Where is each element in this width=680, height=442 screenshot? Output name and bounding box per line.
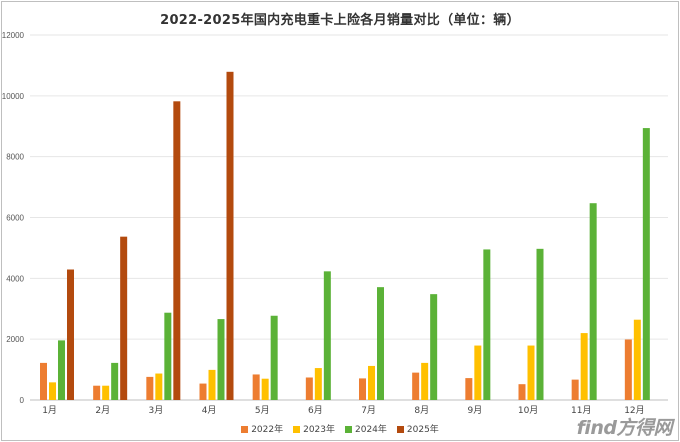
bar [633,319,641,400]
y-tick-label: 6000 [6,214,24,223]
legend-item: 2023年 [293,422,335,435]
x-tick-label: 3月 [149,405,164,416]
legend: 2022年 2023年 2024年 2025年 [0,422,680,435]
bar [571,379,579,400]
bar [359,378,366,400]
x-axis: 1月 2月 3月 4月 5月 6月 7月 8月 9月 10月 11月 12月 [42,405,644,416]
x-tick-label: 11月 [571,405,591,416]
bar [527,345,535,400]
bar [483,249,491,400]
chart-title: 2022-2025年国内充电重卡上险各月销量对比（单位：辆） [160,13,520,28]
bar [155,373,163,400]
bar [217,319,225,400]
bars [40,71,650,400]
legend-label: 2024年 [355,425,387,435]
legend-item: 2025年 [396,422,439,435]
y-tick-label: 10000 [2,92,25,101]
bar [58,340,65,400]
bar [270,315,278,400]
bar [40,362,47,400]
y-tick-label: 2000 [6,335,24,344]
legend-swatch [293,426,301,433]
legend-swatch [241,426,249,433]
bar [261,378,269,400]
watermark-logo: find方得网 [576,417,673,439]
bar [465,378,473,400]
bar [120,236,128,400]
bar [173,101,181,400]
x-tick-label: 8月 [414,405,429,416]
bar [305,377,313,400]
bar [111,362,119,400]
legend-label: 2025年 [406,425,439,435]
x-tick-label: 10月 [518,405,538,416]
legend-label: 2022年 [251,425,284,435]
bar [67,269,74,400]
bar [518,384,526,400]
bar [199,383,207,400]
y-tick-label: 4000 [6,274,24,283]
bar [430,294,438,400]
legend-item: 2024年 [345,422,387,435]
y-tick-label: 0 [20,396,25,405]
legend-label: 2023年 [303,425,335,435]
bar [102,385,110,400]
bar [49,382,56,400]
bar [474,345,482,400]
x-tick-label: 1月 [42,405,57,416]
x-tick-label: 4月 [202,405,217,416]
y-tick-label: 12000 [2,31,25,40]
bar [208,369,216,400]
bar [146,376,154,400]
bar [226,71,234,400]
x-tick-label: 5月 [255,405,270,416]
bar [642,128,650,400]
legend-swatch [396,426,404,433]
legend-swatch [345,426,352,433]
x-tick-label: 9月 [468,405,483,416]
legend-item: 2022年 [241,422,283,435]
x-tick-label: 6月 [308,405,323,416]
bar [368,365,375,400]
bar [421,362,429,400]
bar [624,339,632,400]
y-tick-label: 8000 [6,153,24,162]
bar [314,368,322,400]
bar [589,203,597,400]
bar [412,372,420,400]
bar [536,248,544,400]
x-tick-label: 7月 [361,405,376,416]
x-tick-label: 12月 [624,405,644,416]
bar [93,385,101,400]
y-axis: 0 2000 4000 6000 8000 10000 12000 [2,31,25,405]
bar [323,271,331,400]
gridlines [30,34,668,401]
bar [252,374,260,400]
x-tick-label: 2月 [95,405,110,416]
bar [580,333,588,400]
bar [377,287,384,400]
bar [164,312,172,400]
